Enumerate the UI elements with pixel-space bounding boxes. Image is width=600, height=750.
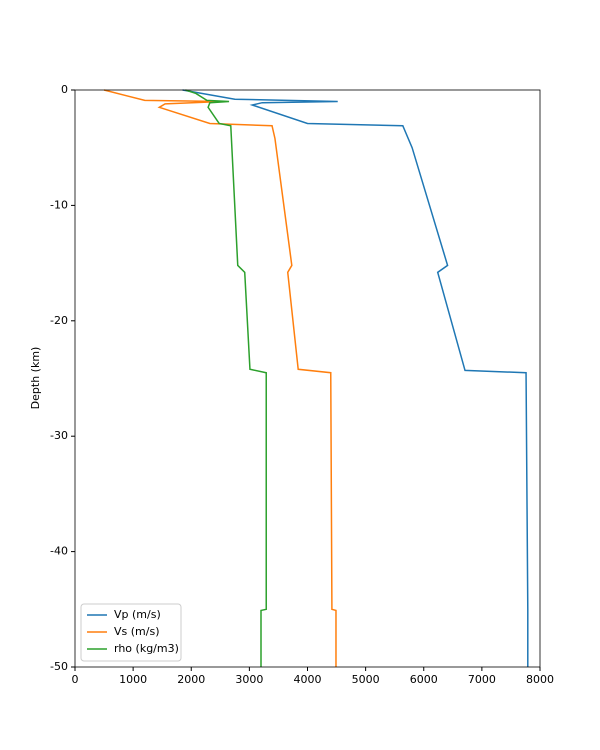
legend-label: Vs (m/s) — [114, 625, 160, 638]
legend-label: Vp (m/s) — [114, 608, 161, 621]
y-tick-label: -10 — [50, 198, 68, 211]
series-line — [182, 89, 529, 667]
x-tick-label: 2000 — [177, 673, 205, 686]
y-axis-label: Depth (km) — [29, 347, 42, 410]
x-tick-label: 8000 — [526, 673, 554, 686]
y-tick-label: -20 — [50, 314, 68, 327]
series-line — [103, 89, 337, 667]
legend-box — [80, 603, 182, 662]
y-tick-label: -40 — [50, 545, 68, 558]
plot-frame — [74, 89, 541, 668]
legend-label: rho (kg/m3) — [114, 642, 179, 655]
y-tick-label: 0 — [61, 83, 68, 96]
series-line — [185, 89, 267, 667]
x-tick-label: 4000 — [294, 673, 322, 686]
y-tick-label: -30 — [50, 429, 68, 442]
x-tick-label: 0 — [72, 673, 79, 686]
x-tick-label: 1000 — [119, 673, 147, 686]
x-tick-label: 3000 — [235, 673, 263, 686]
x-tick-label: 5000 — [352, 673, 380, 686]
x-tick-label: 6000 — [410, 673, 438, 686]
y-tick-label: -50 — [50, 660, 68, 673]
x-tick-label: 7000 — [468, 673, 496, 686]
